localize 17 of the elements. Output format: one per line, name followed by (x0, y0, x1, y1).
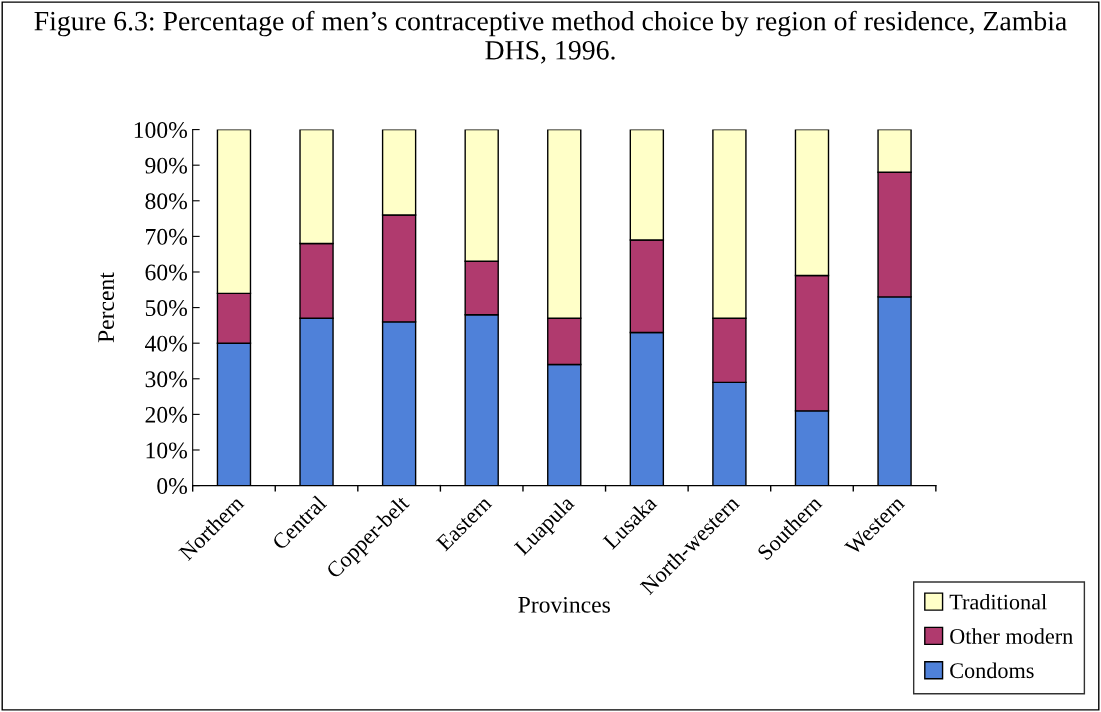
legend-label: Condoms (950, 662, 1034, 679)
y-tick-label: 60% (145, 264, 188, 281)
legend-label: Other modern (950, 628, 1073, 644)
y-axis-title: Percent (98, 272, 115, 343)
y-tick-label: 100% (134, 122, 188, 139)
y-tick-label: 70% (146, 228, 188, 245)
y-tick-label: 40% (145, 335, 188, 352)
y-tick-label: 50% (145, 300, 188, 317)
legend-label: Traditional (949, 593, 1047, 610)
y-tick-label: 10% (146, 442, 188, 459)
chart-title: Figure 6.3: Percentage of men’s contraceptive method choice by region of residence, Zambia DHS, 1996. (34, 10, 1067, 64)
y-tick-label: 30% (145, 371, 188, 388)
y-tick-label: 20% (145, 406, 188, 423)
y-tick-label: 90% (145, 157, 188, 174)
y-tick-label: 80% (145, 193, 188, 210)
x-axis-title: Provinces (518, 596, 610, 613)
y-tick-label: 0% (157, 478, 188, 495)
